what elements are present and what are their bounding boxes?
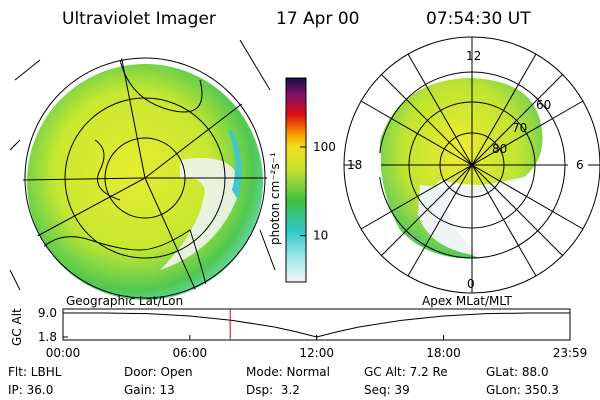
x-tick-label: 00:00: [46, 346, 81, 360]
geographic-image: [9, 39, 276, 300]
info-field: Flt: LBHL: [8, 365, 62, 379]
colorbar-tick-label: 10: [313, 229, 328, 243]
x-tick-label: 06:00: [173, 346, 208, 360]
mlt-label: 6: [576, 158, 584, 172]
map-label: Apex MLat/MLT: [422, 294, 512, 308]
mlat-label: 80: [492, 142, 507, 156]
mlat-label: 70: [512, 121, 527, 135]
title: Ultraviolet Imager: [62, 9, 216, 29]
info-field: GC Alt: 7.2 Re: [364, 365, 448, 379]
date: 17 Apr 00: [276, 9, 359, 29]
info-field: Gain: 13: [124, 383, 175, 397]
x-tick-label: 12:00: [299, 346, 334, 360]
info-field: Seq: 39: [364, 383, 410, 397]
colorbar-tick-label: 100: [313, 140, 336, 154]
mlt-label: 18: [347, 158, 362, 172]
y-axis-label: GC Alt: [10, 308, 24, 346]
info-field: IP: 36.0: [8, 383, 53, 397]
mlt-label: 0: [467, 277, 475, 291]
x-tick-label: 18:00: [426, 346, 461, 360]
altitude-line: [63, 312, 570, 338]
info-field: GLon: 350.3: [486, 383, 559, 397]
polar-image: [343, 36, 600, 294]
info-field: Door: Open: [124, 365, 193, 379]
info-field: Mode: Normal: [246, 365, 330, 379]
colorbar: [285, 77, 307, 283]
y-tick-label: 9.0: [38, 306, 57, 320]
colorbar-label: photon cm⁻²s⁻¹: [268, 152, 282, 245]
time: 07:54:30 UT: [426, 9, 531, 29]
map-label: Geographic Lat/Lon: [66, 294, 183, 308]
mlat-label: 60: [536, 98, 551, 112]
y-tick-label: 1.8: [38, 330, 57, 344]
x-tick-label: 23:59: [553, 346, 588, 360]
info-field: GLat: 88.0: [486, 365, 549, 379]
mlt-label: 12: [466, 49, 481, 63]
info-field: Dsp: 3.2: [246, 383, 300, 397]
